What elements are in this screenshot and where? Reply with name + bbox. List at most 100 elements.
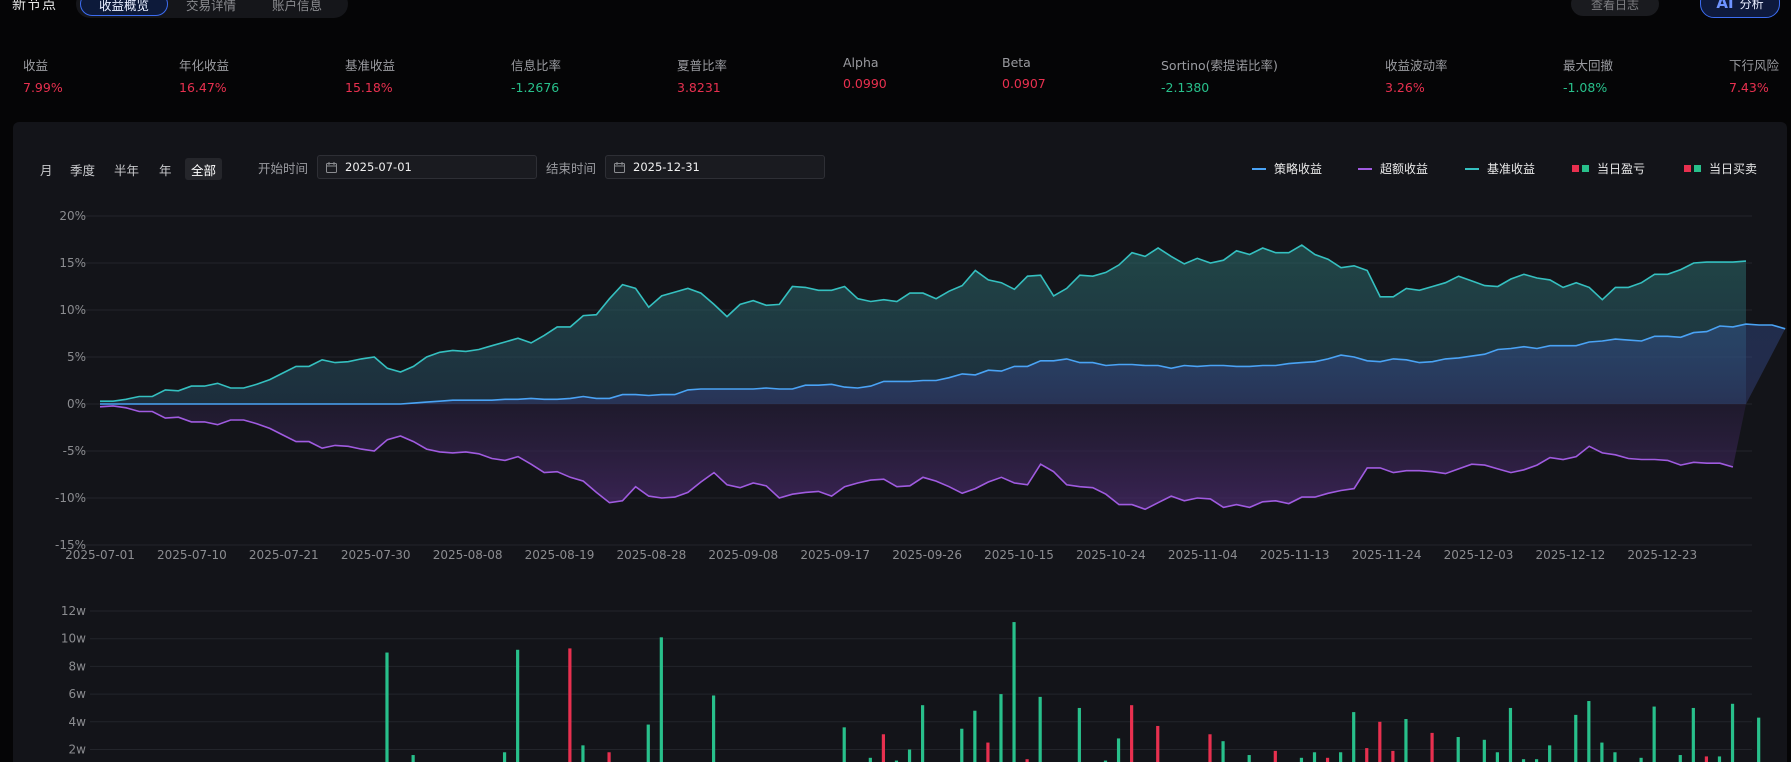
y-tick-label: 6w — [69, 687, 87, 701]
legend-square-swatch — [1572, 165, 1589, 172]
y-tick-label: 20% — [59, 209, 86, 223]
metric-label: 夏普比率 — [677, 58, 728, 73]
volume-bar — [1613, 752, 1617, 762]
calendar-icon — [614, 161, 625, 173]
legend-strategy[interactable]: 策略收益 — [1252, 160, 1322, 177]
start-date-input[interactable]: 2025-07-01 — [317, 155, 537, 179]
volume-bar — [1116, 738, 1121, 762]
volume-bar — [1587, 701, 1591, 762]
metric-label: 收益波动率 — [1385, 58, 1448, 73]
volume-bar — [1600, 742, 1604, 762]
volume-bar — [986, 742, 990, 762]
end-date-input[interactable]: 2025-12-31 — [605, 155, 825, 179]
volume-bar — [1077, 707, 1081, 762]
x-tick-label: 2025-11-24 — [1352, 548, 1422, 562]
x-tick-label: 2025-12-03 — [1444, 548, 1514, 562]
legend-benchmark[interactable]: 基准收益 — [1465, 160, 1535, 177]
metric-label: Beta — [1002, 55, 1031, 70]
volume-bar — [502, 752, 507, 762]
view-tabs: 收益概览 交易详情 账户信息 — [76, 0, 348, 18]
top-bar: 新节点 收益概览 交易详情 账户信息 查看日志 AI 分析 — [0, 0, 1791, 22]
period-option[interactable]: 全部 — [185, 158, 223, 180]
volume-bar — [1574, 714, 1578, 762]
metric-9: 最大回撤 -1.08% — [1563, 55, 1613, 95]
strategy-area — [100, 324, 1786, 404]
y-tick-label: 4w — [69, 715, 87, 729]
metric-value: 16.47% — [179, 80, 227, 95]
volume-bar — [1730, 703, 1735, 762]
metric-7: Sortino(索提诺比率) -2.1380 — [1161, 55, 1278, 95]
series-line-strategy — [100, 323, 1786, 405]
volume-bar — [921, 705, 925, 762]
volume-bar — [1325, 757, 1330, 762]
legend-line-swatch — [1465, 167, 1479, 170]
volume-bar — [1757, 717, 1761, 762]
volume-bar — [1456, 737, 1460, 762]
volume-bar — [1038, 696, 1042, 762]
metric-value: -1.08% — [1563, 80, 1608, 95]
metric-1: 年化收益 16.47% — [179, 55, 229, 95]
volume-bar — [1365, 748, 1369, 762]
volume-bar — [1521, 759, 1526, 762]
volume-bar — [1378, 721, 1382, 762]
volume-bar — [1299, 757, 1304, 762]
period-option[interactable]: 半年 — [114, 162, 140, 178]
volume-bar — [411, 755, 415, 762]
period-option[interactable]: 季度 — [70, 162, 96, 178]
y-tick-label: 10% — [59, 303, 86, 317]
x-tick-label: 2025-10-15 — [984, 548, 1054, 562]
x-tick-label: 2025-10-24 — [1076, 548, 1146, 562]
volume-bar — [973, 710, 977, 762]
volume-bar — [1678, 755, 1682, 762]
volume-bar — [1404, 719, 1408, 762]
legend-label: 基准收益 — [1487, 162, 1536, 176]
view-log-button[interactable]: 查看日志 — [1571, 0, 1659, 16]
y-tick-label: 0% — [67, 397, 86, 411]
y-tick-label: 15% — [59, 256, 86, 270]
period-option[interactable]: 年 — [159, 162, 172, 178]
legend-label: 当日买卖 — [1709, 162, 1758, 176]
volume-bar — [1495, 752, 1499, 762]
y-tick-label: 8w — [69, 659, 87, 673]
ai-badge: AI — [1716, 0, 1734, 12]
end-time-label: 结束时间 — [546, 161, 597, 176]
legend-daily-trades[interactable]: 当日买卖 — [1684, 160, 1757, 177]
y-tick-label: 5% — [67, 350, 86, 364]
volume-bar — [1208, 734, 1212, 762]
volume-bar — [1339, 752, 1343, 762]
series-line-benchmark — [100, 244, 1747, 402]
start-time-label: 开始时间 — [258, 161, 309, 176]
volume-bar — [1639, 757, 1643, 762]
metric-value: 0.0990 — [843, 76, 887, 91]
volume-bar — [999, 694, 1003, 762]
volume-bar — [881, 734, 886, 762]
metric-value: 0.0907 — [1002, 76, 1046, 91]
volume-bar — [711, 695, 716, 762]
metric-8: 收益波动率 3.26% — [1385, 55, 1448, 95]
x-tick-label: 2025-08-08 — [433, 548, 503, 562]
volume-bar — [894, 760, 899, 762]
volume-bar — [659, 637, 663, 762]
legend-line-swatch — [1358, 167, 1372, 170]
volume-bar — [1717, 756, 1722, 762]
legend-excess[interactable]: 超额收益 — [1358, 160, 1428, 177]
legend-daily-pnl[interactable]: 当日盈亏 — [1572, 160, 1645, 177]
metric-value: 3.8231 — [677, 80, 721, 95]
volume-bar — [868, 757, 872, 762]
volume-bar — [1482, 739, 1486, 762]
volume-bar — [1130, 705, 1134, 762]
metric-4: 夏普比率 3.8231 — [677, 55, 727, 95]
volume-bar — [1103, 760, 1108, 762]
metric-5: Alpha 0.0990 — [843, 55, 887, 91]
volume-bar — [1012, 622, 1016, 762]
tab-account-info[interactable]: 账户信息 — [272, 0, 323, 13]
x-tick-label: 2025-11-04 — [1168, 548, 1238, 562]
x-tick-label: 2025-09-17 — [800, 548, 870, 562]
tab-trade-details[interactable]: 交易详情 — [186, 0, 237, 13]
metric-10: 下行风险 7.43% — [1729, 55, 1779, 95]
metric-value: 7.43% — [1729, 80, 1769, 95]
volume-bar — [516, 649, 520, 762]
volume-bar — [1312, 752, 1317, 762]
period-option[interactable]: 月 — [40, 162, 53, 178]
